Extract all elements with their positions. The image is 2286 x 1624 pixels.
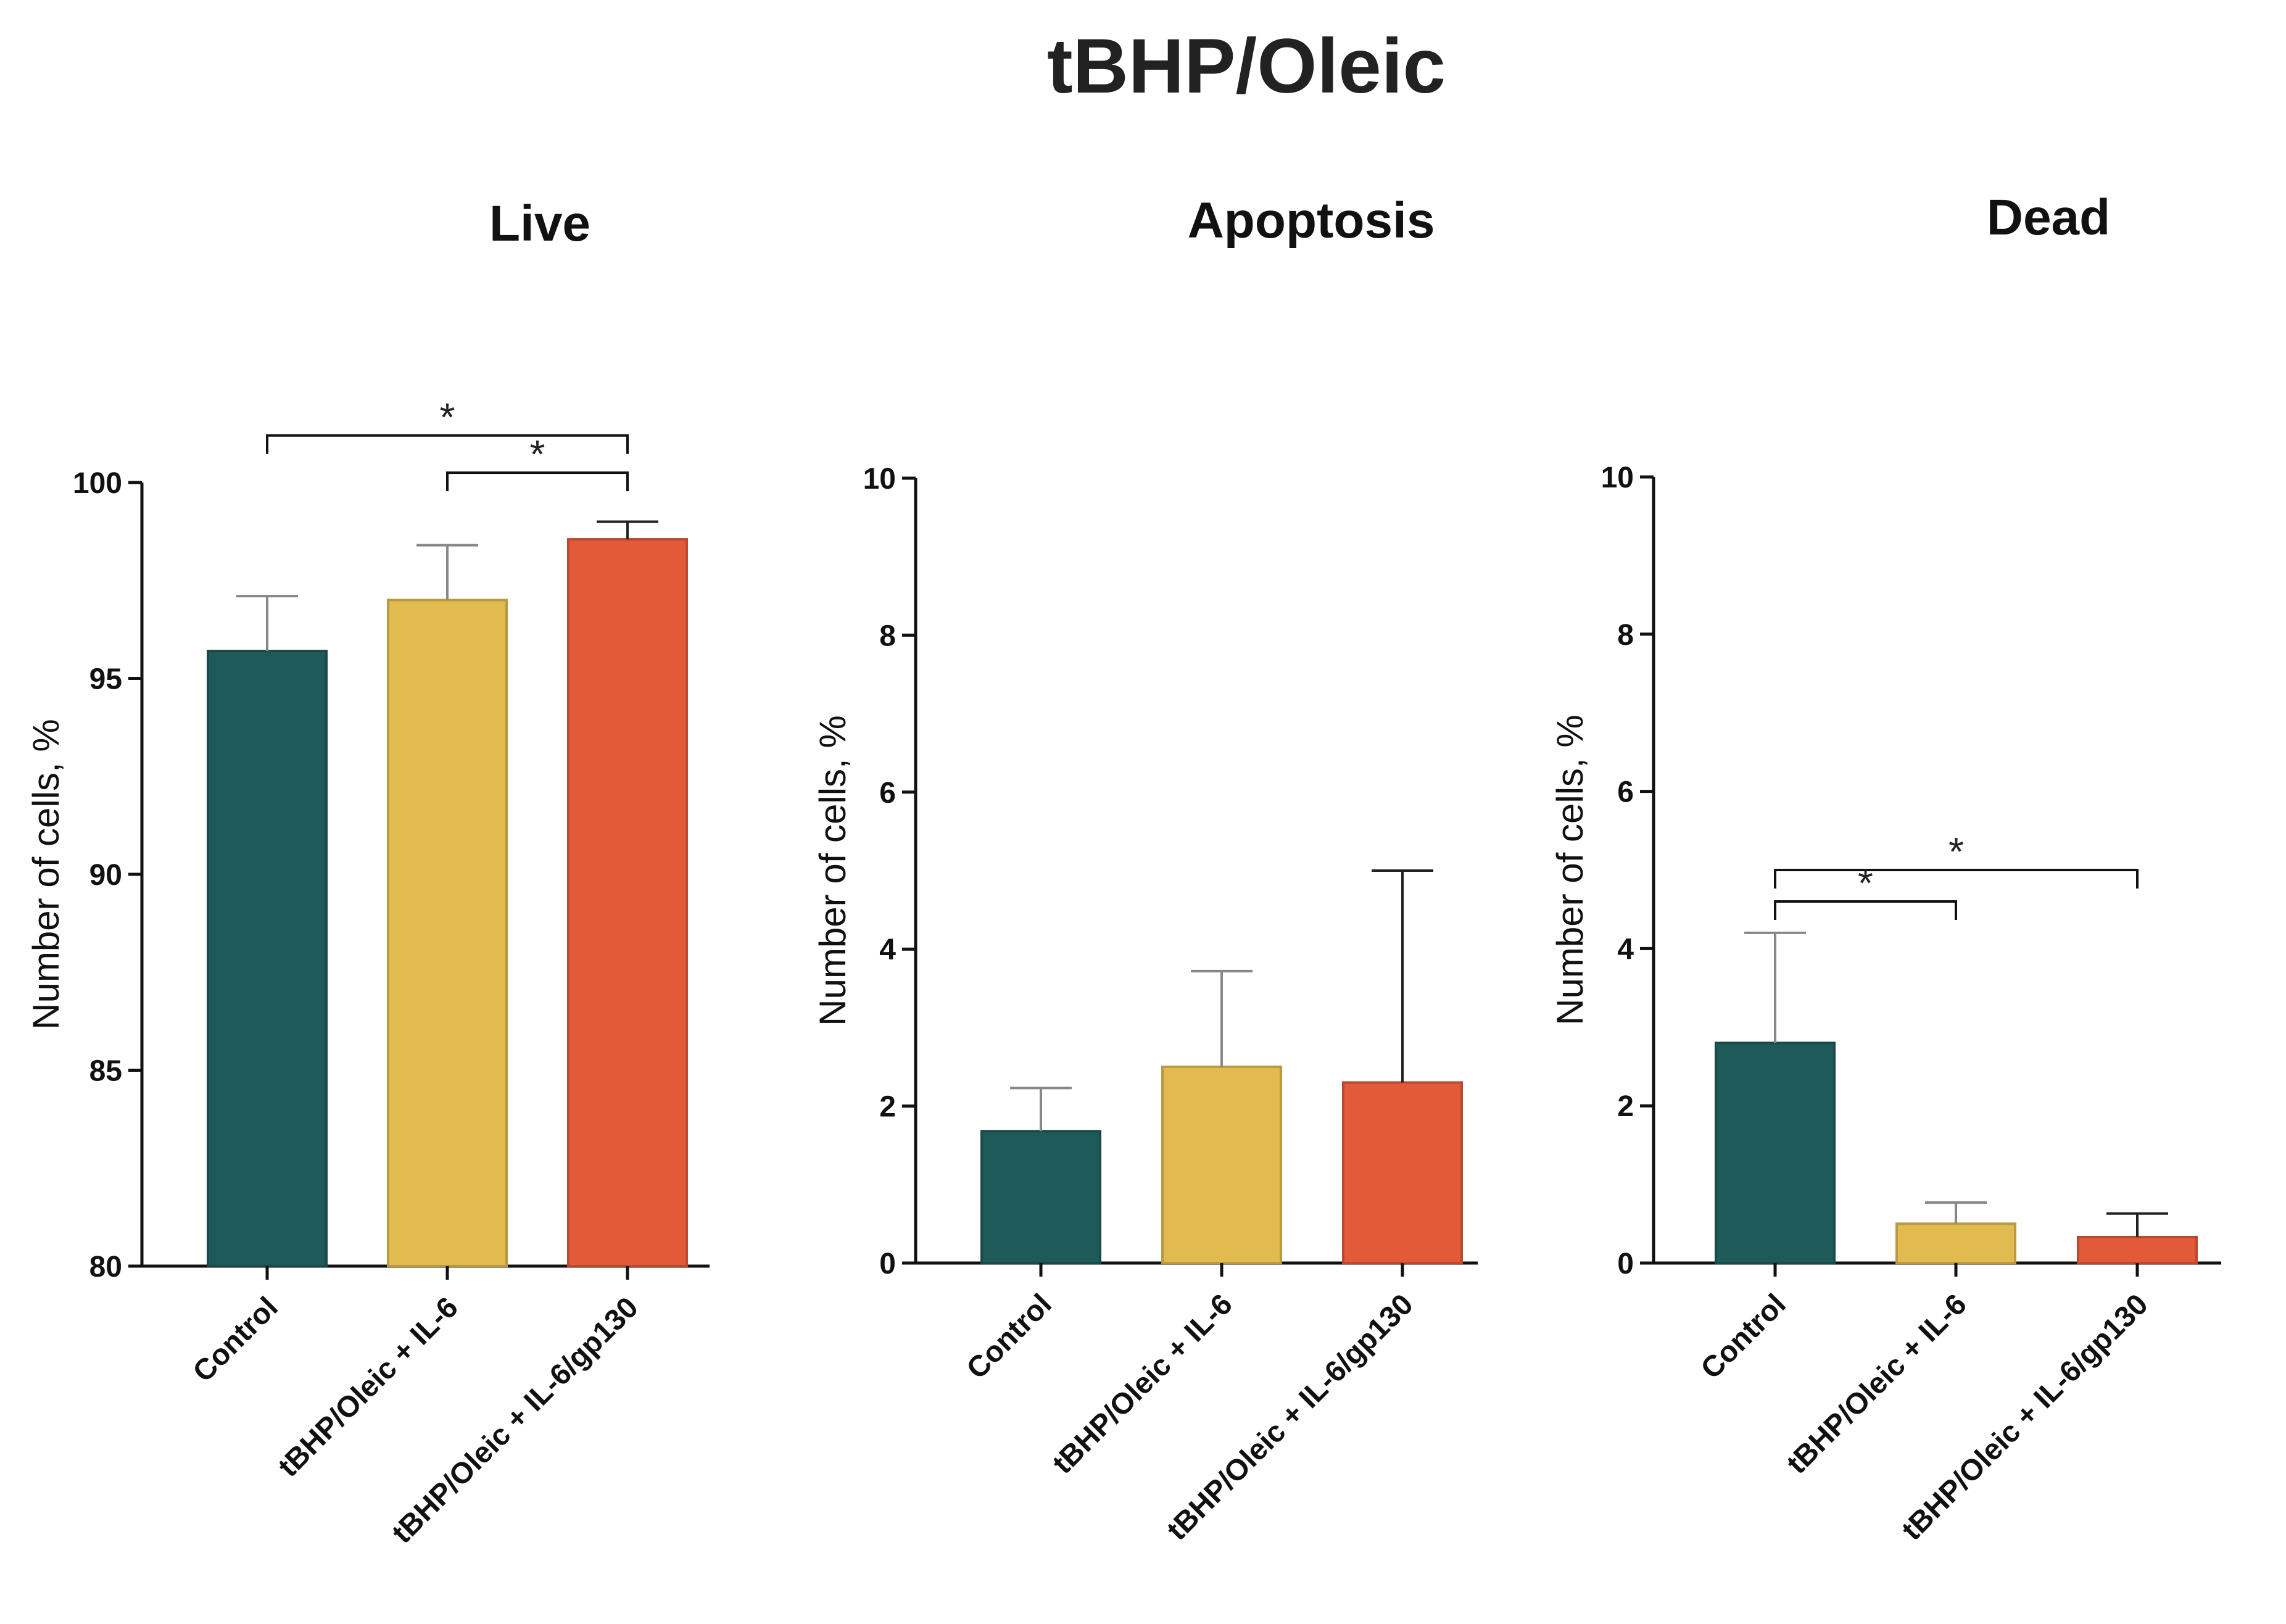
y-tick-label: 95 — [89, 663, 122, 696]
y-tick-label: 10 — [863, 463, 896, 495]
category-label: Control — [187, 1291, 284, 1388]
y-tick-label: 80 — [89, 1251, 122, 1283]
panel-title: Dead — [1987, 189, 2111, 246]
y-tick-label: 4 — [879, 934, 896, 966]
y-tick-label: 8 — [1617, 619, 1634, 652]
y-axis-label: Number of cells, % — [812, 715, 853, 1026]
chart-dead: Dead 0 2 4 6 8 10 Number of cells, % ControltBHP… — [1549, 189, 2221, 1547]
significance-star: * — [440, 395, 455, 439]
bar-3 — [1342, 1081, 1463, 1264]
bar-3 — [567, 538, 688, 1268]
category-label: tBHP/Oleic + IL-6 — [272, 1291, 465, 1483]
error-bar-3 — [1372, 869, 1433, 1083]
error-bar-1 — [1744, 931, 1806, 1043]
y-tick-label: 100 — [73, 467, 122, 500]
y-tick-label: 6 — [1617, 776, 1634, 809]
significance-star: * — [1858, 861, 1873, 905]
error-bar-2 — [416, 544, 478, 600]
bar-1 — [1715, 1042, 1836, 1265]
y-tick-label: 6 — [879, 777, 896, 810]
y-axis-label: Number of cells, % — [25, 719, 67, 1030]
error-bar-3 — [597, 520, 658, 540]
significance-star: * — [530, 432, 545, 476]
error-bar-1 — [236, 595, 298, 652]
y-tick-label: 2 — [879, 1091, 896, 1124]
error-bar-2 — [1925, 1201, 1987, 1224]
bar-2 — [387, 599, 508, 1267]
bar-2 — [1161, 1066, 1282, 1264]
error-bar-3 — [2106, 1212, 2168, 1237]
y-tick-label: 8 — [879, 619, 896, 652]
y-tick-label: 10 — [1601, 462, 1634, 494]
category-label: tBHP/Oleic + IL-6 — [1046, 1288, 1239, 1480]
bar-1 — [207, 650, 328, 1268]
y-tick-label: 85 — [89, 1055, 122, 1088]
error-bar-2 — [1191, 969, 1253, 1067]
chart-live: Live 80 85 90 95 100 Number of cells, % Control… — [25, 196, 710, 1550]
category-label: Control — [1695, 1288, 1792, 1385]
panel-title: Live — [489, 196, 590, 252]
y-tick-label: 2 — [1617, 1090, 1634, 1123]
category-label: tBHP/Oleic + IL-6 — [1781, 1288, 1973, 1480]
y-tick-label: 0 — [1617, 1248, 1634, 1280]
panel-title: Apoptosis — [1188, 193, 1435, 249]
y-tick-label: 0 — [879, 1248, 896, 1280]
significance-bracket-1 — [1774, 869, 2139, 889]
significance-bracket-2 — [446, 471, 629, 492]
y-tick-label: 4 — [1617, 933, 1634, 966]
chart-apoptosis: Apoptosis 0 2 4 6 8 10 Number of cells, % Contro… — [812, 193, 1478, 1547]
significance-bracket-1 — [266, 434, 629, 454]
bar-2 — [1895, 1222, 2016, 1265]
bar-1 — [980, 1130, 1101, 1264]
y-tick-label: 90 — [89, 859, 122, 892]
figure-title: tBHP/Oleic — [1047, 23, 1446, 109]
y-axis-label: Number of cells, % — [1549, 715, 1591, 1025]
significance-star: * — [1948, 829, 1964, 874]
error-bar-1 — [1010, 1087, 1072, 1132]
bar-3 — [2077, 1235, 2198, 1265]
category-label: Control — [961, 1288, 1058, 1385]
significance-bracket-2 — [1774, 900, 1957, 920]
